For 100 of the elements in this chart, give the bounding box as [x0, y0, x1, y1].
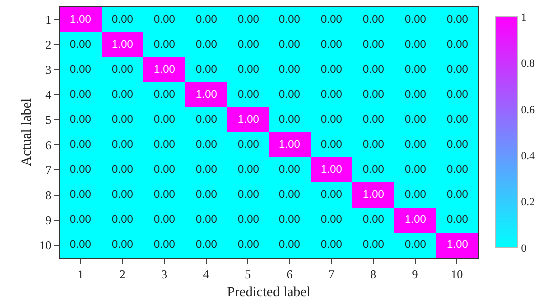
data-label: 0.00	[279, 214, 300, 226]
data-label: 0.00	[154, 114, 176, 126]
data-label: 0.00	[238, 39, 260, 51]
data-label: 0.00	[154, 89, 176, 101]
data-label: 0.00	[238, 89, 260, 101]
data-label: 0.00	[196, 64, 218, 76]
data-label: 0.00	[196, 114, 218, 126]
data-label: 0.00	[363, 139, 384, 151]
data-label: 0.00	[363, 64, 384, 76]
y-tick-label: 10	[40, 238, 52, 253]
data-label: 1.00	[405, 214, 426, 226]
y-tick-label: 5	[46, 113, 52, 128]
data-label: 1.00	[154, 64, 176, 76]
data-label: 0.00	[196, 239, 218, 251]
data-label: 0.00	[447, 164, 468, 176]
x-tick-label: 2	[120, 267, 126, 282]
data-label: 0.00	[238, 64, 260, 76]
data-label: 0.00	[405, 239, 426, 251]
x-tick-label: 9	[412, 267, 418, 282]
data-label: 1.00	[279, 139, 300, 151]
data-label: 0.00	[238, 14, 260, 26]
data-label: 0.00	[405, 164, 426, 176]
x-tick-label: 4	[203, 267, 210, 282]
data-label: 0.00	[447, 139, 468, 151]
x-tick-label: 6	[286, 267, 293, 282]
data-label: 0.00	[447, 14, 468, 26]
data-label: 0.00	[363, 89, 384, 101]
x-tick-label: 10	[451, 267, 464, 282]
data-label: 0.00	[447, 114, 468, 126]
y-tick-label: 1	[46, 12, 52, 27]
color-bar-label: 0.2	[521, 196, 535, 209]
data-label: 0.00	[321, 214, 342, 226]
data-label: 0.00	[279, 89, 300, 101]
y-tick-label: 4	[46, 88, 52, 102]
data-label: 1.00	[238, 114, 260, 126]
data-label: 0.00	[196, 139, 218, 151]
data-label: 0.00	[405, 14, 426, 26]
data-label: 0.00	[112, 64, 134, 76]
data-label: 0.00	[70, 189, 92, 201]
x-tick-label: 3	[162, 267, 168, 282]
data-label: 0.00	[321, 39, 342, 51]
data-label: 1.00	[196, 89, 218, 101]
data-label: 0.00	[321, 114, 342, 126]
x-tick-label: 5	[245, 267, 252, 282]
data-label: 0.00	[112, 189, 134, 201]
data-label: 0.00	[70, 64, 92, 76]
data-label: 0.00	[405, 114, 426, 126]
data-label: 0.00	[196, 189, 218, 201]
data-label: 0.00	[70, 164, 92, 176]
data-label: 0.00	[279, 64, 300, 76]
data-label: 0.00	[447, 64, 468, 76]
data-label: 0.00	[154, 39, 176, 51]
color-bar-label: 0.4	[521, 150, 536, 162]
data-label: 0.00	[70, 214, 92, 226]
data-label: 0.00	[321, 239, 342, 251]
data-label: 0.00	[447, 89, 468, 101]
data-label: 0.00	[196, 214, 218, 226]
data-label: 0.00	[447, 214, 468, 226]
data-label: 0.00	[238, 164, 260, 176]
data-label: 0.00	[112, 89, 134, 101]
data-label: 0.00	[279, 14, 300, 26]
data-label: 0.00	[279, 39, 300, 51]
y-tick-label: 7	[46, 163, 52, 178]
y-tick-label: 9	[46, 214, 52, 228]
data-label: 0.00	[112, 139, 134, 151]
y-tick-label: 3	[46, 62, 52, 77]
data-label: 0.00	[447, 189, 468, 201]
data-label: 0.00	[154, 14, 176, 26]
data-label: 0.00	[112, 114, 134, 126]
y-tick-label: 6	[46, 138, 52, 152]
data-label: 0.00	[70, 114, 92, 126]
data-label: 0.00	[405, 39, 426, 51]
data-label: 1.00	[112, 39, 134, 51]
data-label: 0.00	[363, 114, 384, 126]
data-label: 0.00	[279, 189, 300, 201]
data-label: 0.00	[154, 139, 176, 151]
data-label: 0.00	[154, 164, 176, 176]
data-label: 0.00	[363, 14, 384, 26]
data-label: 0.00	[238, 239, 260, 251]
y-tick-label: 8	[46, 188, 52, 202]
data-label: 0.00	[70, 139, 92, 151]
data-label: 0.00	[70, 89, 92, 101]
data-label: 0.00	[363, 39, 384, 51]
data-label: 0.00	[112, 14, 134, 26]
y-axis-title: Actual label	[20, 98, 36, 167]
data-label: 1.00	[321, 164, 342, 176]
color-bar-label: 0.8	[521, 58, 536, 70]
data-label: 0.00	[238, 214, 260, 226]
data-label: 0.00	[363, 164, 384, 176]
x-tick-label: 8	[370, 267, 376, 282]
data-label: 1.00	[363, 189, 384, 201]
data-label: 0.00	[363, 214, 384, 226]
data-label: 0.00	[279, 164, 300, 176]
data-label: 0.00	[154, 189, 176, 201]
data-label: 0.00	[363, 239, 384, 251]
color-bar-label: 1	[521, 12, 527, 24]
data-label: 0.00	[447, 39, 468, 51]
data-label: 0.00	[321, 14, 342, 26]
data-label: 0.00	[238, 189, 260, 201]
data-label: 0.00	[112, 239, 134, 251]
